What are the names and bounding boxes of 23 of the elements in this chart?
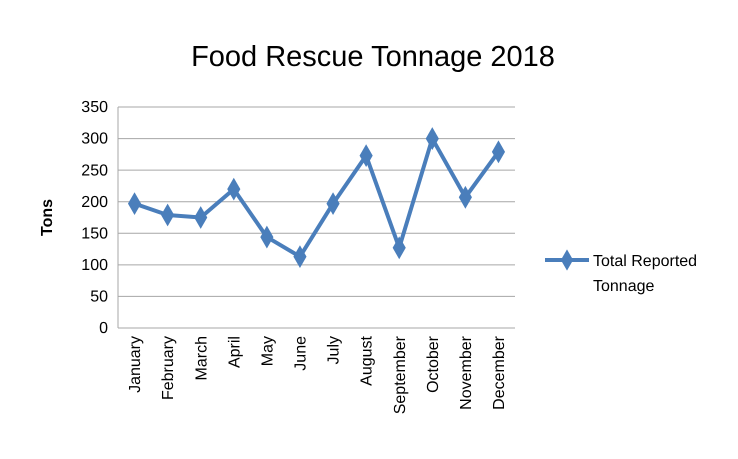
y-axis-title: Tons — [39, 198, 56, 236]
x-tick-label: July — [326, 336, 343, 364]
x-tick-label: April — [226, 336, 244, 368]
y-tick-label: 250 — [81, 162, 108, 180]
x-tick-label: June — [292, 336, 310, 371]
x-tick-label: August — [358, 335, 376, 386]
y-tick-label: 100 — [81, 256, 108, 274]
x-tick-label: March — [193, 336, 210, 380]
x-tick-label: February — [160, 336, 178, 400]
legend-label: Total Reported Tonnage — [593, 253, 698, 295]
x-tick-label: October — [424, 335, 442, 393]
y-tick-label: 200 — [81, 194, 108, 211]
x-tick-label: September — [392, 335, 409, 414]
y-tick-label: 350 — [81, 99, 108, 116]
chart-title: Food Rescue Tonnage 2018 — [191, 41, 555, 73]
x-tick-label: January — [127, 336, 144, 393]
x-tick-label: December — [491, 335, 508, 410]
y-tick-label: 300 — [81, 130, 108, 148]
y-tick-label: 0 — [99, 320, 108, 338]
x-tick-label: May — [259, 336, 276, 366]
x-tick-label: November — [458, 335, 475, 410]
y-tick-label: 150 — [81, 225, 108, 242]
y-tick-label: 50 — [90, 288, 108, 306]
